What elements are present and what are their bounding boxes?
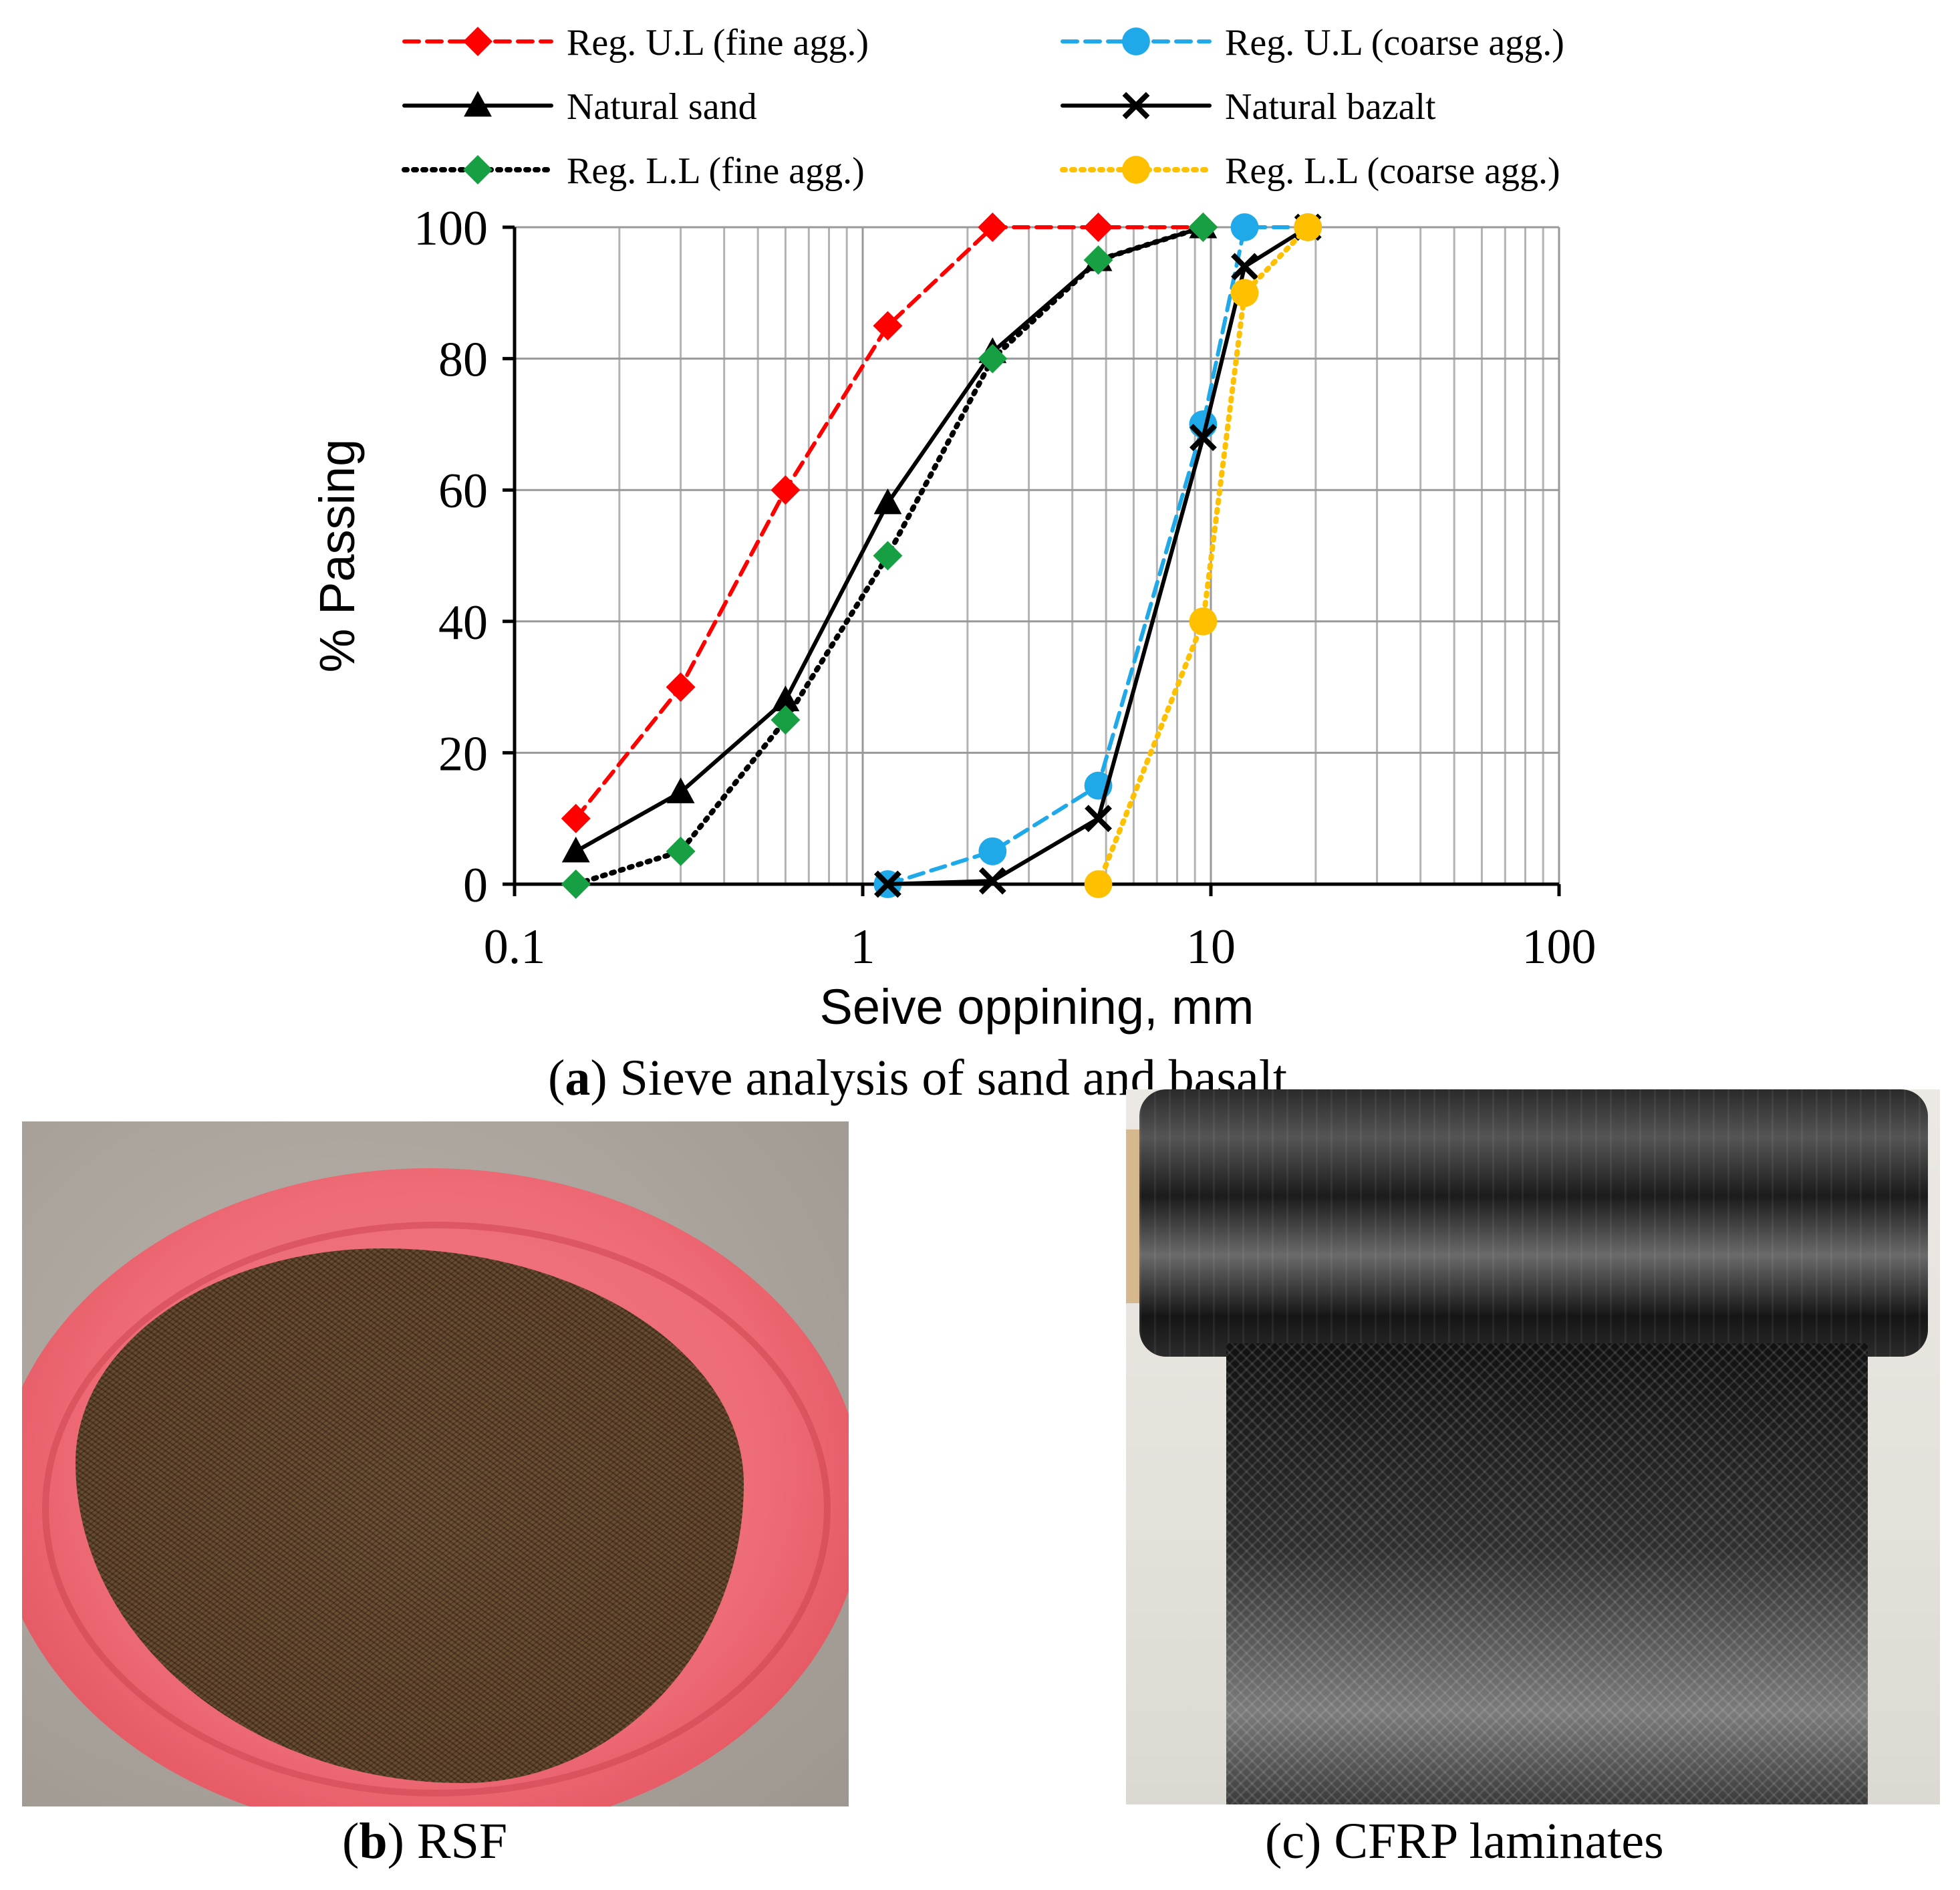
legend-entry-0: Reg. U.L (fine agg.) (402, 22, 869, 63)
legend-entry-4: Reg. L.L (fine agg.) (402, 150, 865, 192)
data-point (978, 344, 1008, 374)
data-point (771, 685, 800, 712)
data-point (1083, 245, 1113, 275)
carbon-fiber-sheet-image (1226, 1343, 1868, 1804)
caption-b: (b) RSF (342, 1813, 508, 1869)
sieve-analysis-chart: 0 20 40 60 80 100 0.1 1 10 100 Seive oppining, mm%… (309, 22, 1596, 1035)
data-point (666, 836, 696, 866)
legend-label: Reg. L.L (fine agg.) (567, 150, 865, 192)
data-point (978, 867, 1006, 895)
data-point (873, 488, 902, 515)
legend-label: Reg. L.L (coarse agg.) (1225, 150, 1560, 192)
y-tick-label: 100 (414, 201, 488, 256)
series-4 (561, 213, 1218, 899)
data-point (666, 777, 695, 803)
data-point (561, 836, 590, 863)
x-marker-stroke (978, 867, 1006, 895)
data-point (771, 475, 801, 505)
chart-axes: 0 20 40 60 80 100 0.1 1 10 100 Seive oppining, mm%… (309, 201, 1596, 1035)
data-point (561, 869, 591, 899)
legend-label: Reg. U.L (coarse agg.) (1225, 22, 1564, 63)
series-1 (873, 213, 1322, 898)
x-marker-stroke (1122, 92, 1150, 120)
chart-grid (513, 226, 1560, 886)
legend-marker (463, 27, 493, 56)
x-tick-label: 100 (1522, 920, 1596, 974)
data-point (1084, 870, 1113, 898)
data-point (561, 803, 591, 833)
data-point (666, 672, 696, 702)
legend-marker (1122, 92, 1150, 120)
y-axis-title: % Passing (309, 439, 365, 673)
legend-label: Reg. U.L (fine agg.) (567, 22, 869, 63)
x-marker-stroke (1231, 253, 1258, 281)
legend-entry-1: Reg. U.L (coarse agg.) (1061, 22, 1564, 63)
caption-b-text: RSF (404, 1813, 508, 1869)
legend-marker (1122, 27, 1150, 55)
x-axis-title: Seive oppining, mm (820, 979, 1254, 1035)
x-tick-label: 10 (1186, 920, 1236, 974)
series-5 (1084, 213, 1322, 898)
data-point (978, 213, 1008, 242)
data-point (1294, 213, 1322, 241)
y-tick-label: 20 (438, 726, 488, 781)
legend-label: Natural bazalt (1225, 86, 1436, 128)
series-line (1095, 225, 1311, 887)
chart-legend: Reg. U.L (fine agg.) Reg. U.L (coarse agg… (402, 22, 1564, 192)
y-tick-label: 60 (438, 464, 488, 519)
carbon-fiber-roll-image (1139, 1089, 1928, 1357)
legend-entry-5: Reg. L.L (coarse agg.) (1060, 150, 1560, 192)
series-line (885, 225, 1310, 886)
data-point (873, 541, 903, 571)
legend-label: Natural sand (567, 86, 757, 128)
data-point (1189, 607, 1218, 636)
data-point (1085, 805, 1112, 833)
data-point (874, 870, 901, 898)
data-point (771, 705, 801, 735)
data-point (1230, 213, 1259, 241)
caption-b-letter: b (359, 1813, 388, 1869)
x-marker-stroke (874, 870, 901, 898)
legend-entry-2: Natural sand (402, 86, 757, 128)
data-point (978, 837, 1007, 865)
cfrp-photo (1126, 1089, 1940, 1804)
rsf-photo (22, 1121, 849, 1806)
caption-c-text: (c) CFRP laminates (1265, 1813, 1664, 1869)
plate-rim (42, 1222, 831, 1796)
y-tick-label: 40 (438, 595, 488, 650)
data-point (873, 311, 903, 341)
legend-marker (463, 155, 493, 184)
x-tick-label: 0.1 (484, 920, 546, 974)
legend-marker (1122, 156, 1150, 184)
data-point (1083, 213, 1113, 242)
caption-c: (c) CFRP laminates (1265, 1812, 1664, 1871)
data-point (1189, 424, 1217, 451)
chart-series (561, 213, 1322, 899)
x-marker-stroke (1085, 805, 1112, 833)
data-point (1231, 253, 1258, 281)
x-tick-label: 1 (851, 920, 875, 974)
legend-entry-3: Natural bazalt (1061, 86, 1436, 128)
caption-a-letter: a (565, 1050, 591, 1106)
series-2 (561, 213, 1218, 863)
data-point (1188, 213, 1218, 242)
data-point (1230, 279, 1259, 307)
legend-marker (464, 91, 492, 117)
x-marker-stroke (1189, 424, 1217, 451)
y-tick-label: 0 (463, 858, 488, 913)
y-tick-label: 80 (438, 333, 488, 388)
